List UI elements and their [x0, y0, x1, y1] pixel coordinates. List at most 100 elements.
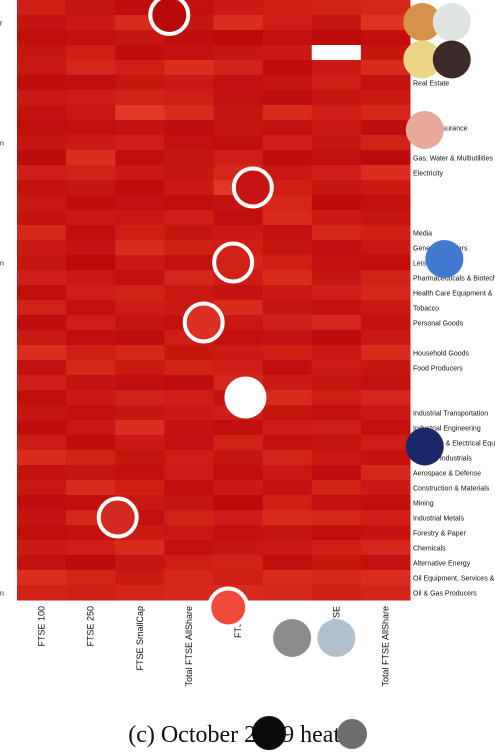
- heatmap-cell: [66, 105, 116, 121]
- heatmap-cell: [17, 165, 67, 181]
- row-label: Industrial Metals: [413, 516, 464, 523]
- heatmap-cell: [361, 450, 411, 466]
- heatmap-cell: [214, 210, 264, 226]
- heatmap-cell: [164, 90, 214, 106]
- color-swatch: [406, 111, 444, 149]
- heatmap-cell: [312, 435, 362, 451]
- heatmap-cell: [17, 345, 67, 361]
- heatmap-cell: [312, 405, 362, 421]
- heatmap-cell: [263, 0, 313, 16]
- row-label: Pharmaceuticals & Biotechnology: [413, 276, 495, 283]
- heatmap-cell: [214, 0, 264, 16]
- heatmap-cell: [17, 180, 67, 196]
- heatmap-cell: [361, 510, 411, 526]
- heatmap-cell: [361, 435, 411, 451]
- heatmap-cell: [17, 210, 67, 226]
- heatmap-cell: [66, 240, 116, 256]
- heatmap-cell: [66, 465, 116, 481]
- heatmap-cell: [164, 465, 214, 481]
- heatmap-cell: [361, 345, 411, 361]
- row-label: Real Estate: [413, 81, 449, 88]
- heatmap-cell: [312, 150, 362, 166]
- color-swatch: [273, 619, 311, 657]
- heatmap-cell: [214, 525, 264, 541]
- heatmap-cell: [312, 30, 362, 46]
- heatmap-cell: [263, 150, 313, 166]
- left-edge-label: n: [0, 591, 4, 598]
- heatmap-cell: [312, 45, 362, 61]
- heatmap-cell: [312, 285, 362, 301]
- heatmap-cell: [164, 540, 214, 556]
- heatmap-cell: [115, 120, 165, 136]
- heatmap-cell: [17, 450, 67, 466]
- heatmap-cell: [312, 315, 362, 331]
- heatmap-cell: [263, 345, 313, 361]
- heatmap-cell: [361, 420, 411, 436]
- heatmap-cell: [115, 570, 165, 586]
- heatmap-cell: [361, 255, 411, 271]
- heatmap-cell: [361, 555, 411, 571]
- heatmap-cell: [263, 135, 313, 151]
- heatmap-cell: [17, 75, 67, 91]
- heatmap-cell: [115, 540, 165, 556]
- heatmap-cell: [361, 525, 411, 541]
- heatmap-cell: [312, 60, 362, 76]
- heatmap-cell: [164, 510, 214, 526]
- heatmap-cell: [164, 345, 214, 361]
- heatmap-cell: [263, 90, 313, 106]
- heatmap-cell: [263, 420, 313, 436]
- heatmap-cell: [164, 225, 214, 241]
- heatmap-cell: [115, 285, 165, 301]
- heatmap-cell: [263, 465, 313, 481]
- marker-circle: [214, 244, 252, 282]
- heatmap-cell: [115, 75, 165, 91]
- heatmap-cell: [164, 75, 214, 91]
- heatmap-cell: [214, 75, 264, 91]
- heatmap-cell: [263, 435, 313, 451]
- heatmap-cell: [66, 75, 116, 91]
- heatmap-cell: [115, 210, 165, 226]
- heatmap-cell: [312, 105, 362, 121]
- heatmap-cell: [361, 570, 411, 586]
- heatmap-cell: [312, 90, 362, 106]
- heatmap-cell: [17, 525, 67, 541]
- heatmap-cell: [263, 510, 313, 526]
- heatmap-cell: [312, 0, 362, 16]
- heatmap-cell: [164, 525, 214, 541]
- heatmap-cell: [361, 135, 411, 151]
- heatmap-cell: [115, 555, 165, 571]
- row-label: Media: [413, 231, 432, 238]
- heatmap-cell: [17, 375, 67, 391]
- heatmap-cell: [115, 330, 165, 346]
- row-label: Tobacco: [413, 306, 439, 313]
- heatmap-cell: [115, 480, 165, 496]
- heatmap-cell: [66, 285, 116, 301]
- heatmap-cell: [164, 180, 214, 196]
- heatmap-cell: [115, 345, 165, 361]
- heatmap-cell: [17, 135, 67, 151]
- heatmap-cell: [17, 330, 67, 346]
- heatmap-cell: [263, 300, 313, 316]
- heatmap-cell: [312, 240, 362, 256]
- heatmap-cell: [115, 225, 165, 241]
- heatmap-cell: [312, 195, 362, 211]
- heatmap-cell: [214, 360, 264, 376]
- heatmap-cell: [115, 90, 165, 106]
- heatmap-cell: [115, 150, 165, 166]
- heatmap-cell: [164, 390, 214, 406]
- heatmap-cell: [214, 450, 264, 466]
- heatmap-cell: [66, 480, 116, 496]
- heatmap-cell: [361, 15, 411, 31]
- heatmap-cell: [66, 405, 116, 421]
- left-edge-label: n: [0, 141, 4, 148]
- heatmap-cell: [263, 210, 313, 226]
- heatmap-cell: [263, 360, 313, 376]
- heatmap-cell: [17, 60, 67, 76]
- heatmap-cell: [66, 300, 116, 316]
- heatmap-cell: [263, 330, 313, 346]
- heatmap-cell: [164, 420, 214, 436]
- heatmap-cell: [361, 495, 411, 511]
- heatmap-cell: [115, 390, 165, 406]
- heatmap-cell: [115, 105, 165, 121]
- heatmap-cell: [312, 255, 362, 271]
